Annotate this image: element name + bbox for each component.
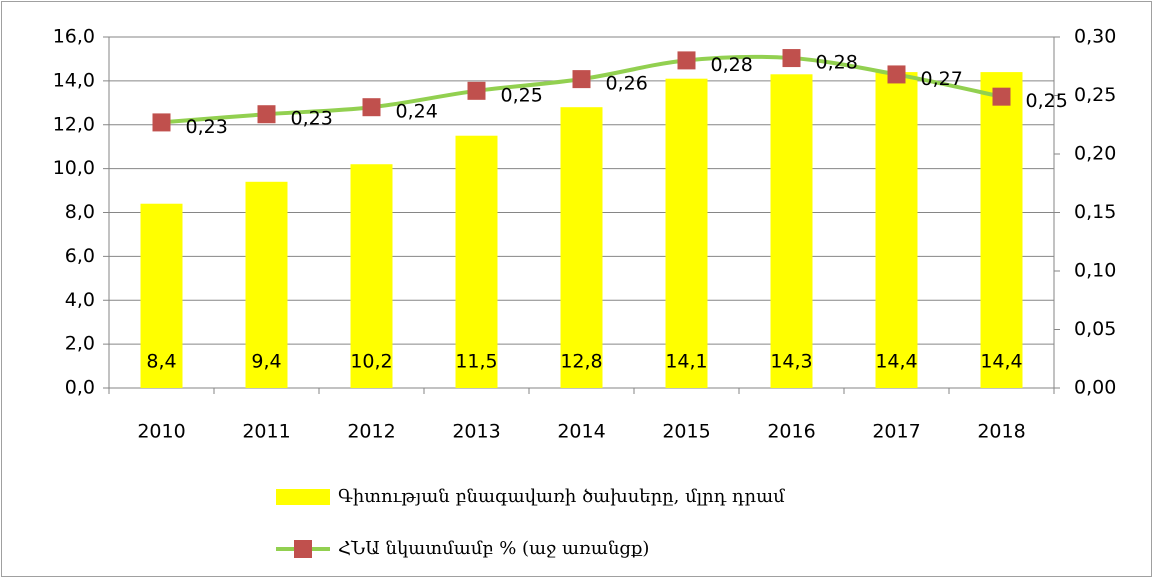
x-tick-label: 2013 <box>452 421 500 443</box>
y-tick-label: 6,0 <box>65 245 95 267</box>
line-marker <box>572 70 591 89</box>
bar-value-label: 14,4 <box>875 351 917 373</box>
line-value-label: 0,28 <box>711 54 753 76</box>
bar <box>770 74 813 388</box>
bar <box>560 107 603 388</box>
line-value-label: 0,26 <box>606 73 648 95</box>
bar <box>245 181 288 388</box>
x-tick-label: 2012 <box>347 421 395 443</box>
y-tick-label: 2,0 <box>65 333 95 355</box>
y-tick-label: 4,0 <box>65 289 95 311</box>
legend-swatch <box>276 489 330 505</box>
line-marker <box>992 87 1011 106</box>
bar-value-label: 11,5 <box>455 351 497 373</box>
x-tick-label: 2015 <box>662 421 710 443</box>
line-value-label: 0,24 <box>396 101 438 123</box>
line-value-label: 0,25 <box>1026 90 1068 112</box>
line-value-label: 0,23 <box>291 108 333 130</box>
line-marker <box>362 98 381 117</box>
y2-tick-label: 0,30 <box>1074 26 1116 48</box>
line-marker <box>257 105 276 124</box>
bar-value-label: 8,4 <box>146 351 176 373</box>
bar-value-label: 14,3 <box>770 351 812 373</box>
y-tick-label: 12,0 <box>53 113 95 135</box>
bar <box>665 78 708 389</box>
legend-label: ՀՆԱ նկատմամբ % (աջ առանցք) <box>338 538 649 559</box>
x-tick-label: 2011 <box>242 421 290 443</box>
bar-value-label: 14,1 <box>665 351 707 373</box>
bar-value-label: 10,2 <box>350 351 392 373</box>
legend-label: Գիտության բնագավառի ծախսերը, մլրդ դրամ <box>338 486 785 507</box>
y-tick-label: 14,0 <box>53 69 95 91</box>
y2-tick-label: 0,10 <box>1074 260 1116 282</box>
line-marker <box>887 65 906 84</box>
x-tick-label: 2018 <box>977 421 1025 443</box>
x-tick-label: 2010 <box>137 421 185 443</box>
x-tick-label: 2014 <box>557 421 605 443</box>
legend-marker <box>294 540 312 558</box>
y2-tick-label: 0,20 <box>1074 143 1116 165</box>
y-tick-label: 16,0 <box>53 26 95 48</box>
y-tick-label: 10,0 <box>53 157 95 179</box>
x-tick-label: 2016 <box>767 421 815 443</box>
bar <box>350 164 393 388</box>
line-value-label: 0,28 <box>816 52 858 74</box>
bar <box>875 72 918 388</box>
line-marker <box>782 49 801 68</box>
bar-value-label: 9,4 <box>251 351 281 373</box>
y2-tick-label: 0,05 <box>1074 318 1116 340</box>
line-value-label: 0,23 <box>186 116 228 138</box>
bar-value-label: 12,8 <box>560 351 602 373</box>
y-tick-label: 0,0 <box>65 377 95 399</box>
bar <box>140 203 183 388</box>
x-tick-label: 2017 <box>872 421 920 443</box>
line-marker <box>677 51 696 70</box>
bar <box>455 135 498 388</box>
bar-value-label: 14,4 <box>980 351 1022 373</box>
line-value-label: 0,27 <box>921 68 963 90</box>
line-marker <box>467 81 486 100</box>
y-tick-label: 8,0 <box>65 201 95 223</box>
y2-tick-label: 0,00 <box>1074 377 1116 399</box>
y2-tick-label: 0,15 <box>1074 201 1116 223</box>
line-marker <box>152 113 171 132</box>
y2-tick-label: 0,25 <box>1074 84 1116 106</box>
line-value-label: 0,25 <box>501 84 543 106</box>
bar <box>980 72 1023 388</box>
